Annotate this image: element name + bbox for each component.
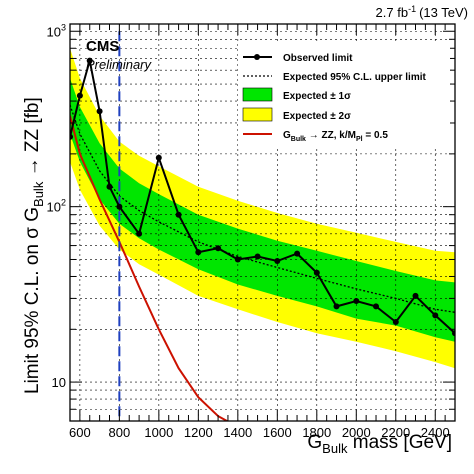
x-tick-label: 800	[109, 425, 131, 440]
uncertainty-bands	[70, 48, 455, 369]
x-axis-title: GBulk mass [GeV]	[307, 432, 452, 456]
legend-label-theory: GBulk → ZZ, k/MPl = 0.5	[283, 130, 388, 143]
x-tick-label: 1800	[302, 425, 331, 440]
legend-swatch-2sigma	[242, 107, 273, 122]
observed-point	[333, 303, 340, 310]
observed-point	[86, 57, 93, 64]
y-tick-label: 10	[52, 375, 66, 390]
x-tick-label: 2000	[342, 425, 371, 440]
legend-box	[238, 44, 450, 148]
observed-point	[353, 298, 360, 304]
observed-point	[76, 92, 83, 99]
legend-label-expected: Expected 95% C.L. upper limit	[283, 72, 426, 83]
x-tick-label: 1200	[184, 425, 213, 440]
observed-point	[254, 253, 261, 260]
observed-point	[412, 292, 419, 299]
observed-point	[274, 258, 281, 264]
x-tick-label: 1000	[144, 425, 173, 440]
legend-label-1sigma: Expected ± 1σ	[283, 91, 351, 102]
observed-point	[175, 211, 182, 218]
observed-point	[392, 319, 399, 325]
observed-point	[136, 230, 143, 237]
observed-point	[116, 203, 123, 210]
x-tick-label: 1400	[223, 425, 252, 440]
observed-point	[234, 256, 241, 263]
x-tick-label: 2200	[381, 425, 410, 440]
series-curves	[70, 31, 455, 421]
legend-label-2sigma: Expected ± 2σ	[283, 111, 351, 122]
experiment-label: CMS	[86, 38, 119, 55]
lumi-label: 2.7 fb-1 (13 TeV)	[376, 4, 468, 20]
observed-point	[313, 269, 320, 276]
observed-point	[452, 330, 455, 337]
observed-point	[373, 303, 379, 310]
observed-point	[70, 133, 73, 140]
y-axis-title: Limit 95% C.L. on σ GBulk → ZZ [fb]	[22, 97, 46, 394]
plot-frame	[69, 23, 456, 422]
theory-curve	[70, 115, 228, 421]
tick-labels: 600 800 1000 1200 1400 1600 1800 2000 2200 2400 10…	[47, 22, 450, 440]
x-tick-label: 1600	[263, 425, 292, 440]
legend-label-observed: Observed limit	[283, 53, 353, 64]
y-tick-label: 103	[47, 22, 66, 39]
observed-point	[96, 108, 103, 115]
band-1sigma	[70, 78, 455, 342]
legend: Observed limit Expected 95% C.L. upper l…	[238, 44, 450, 148]
observed-point	[215, 245, 222, 252]
observed-point	[432, 312, 439, 319]
y-tick-label: 102	[47, 198, 66, 215]
observed-point	[294, 250, 301, 257]
x-tick-label: 2400	[421, 425, 450, 440]
observed-point	[106, 183, 113, 190]
legend-swatch-1sigma	[242, 87, 273, 102]
axis-ticks	[69, 24, 456, 422]
x-tick-label: 600	[69, 425, 91, 440]
status-label: Preliminary	[86, 57, 153, 72]
legend-marker-observed	[254, 54, 260, 60]
observed-point	[155, 154, 162, 161]
observed-point	[195, 249, 202, 256]
